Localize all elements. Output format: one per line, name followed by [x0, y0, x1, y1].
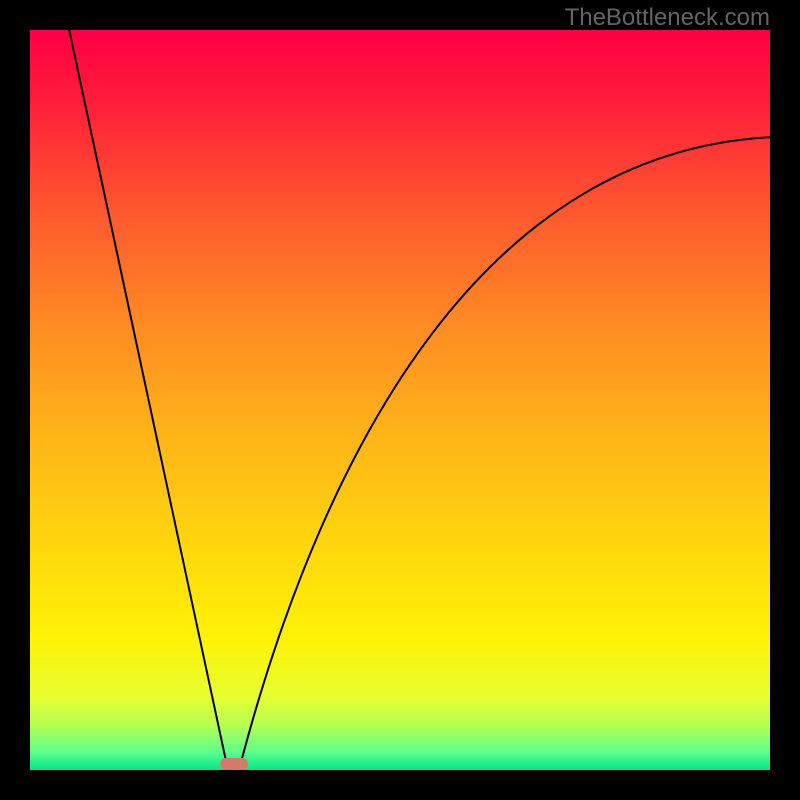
minimum-marker	[220, 758, 248, 770]
curve-overlay	[30, 30, 770, 770]
plot-area	[30, 30, 770, 770]
bottleneck-curve	[69, 30, 770, 769]
watermark-text: TheBottleneck.com	[565, 4, 770, 32]
chart-container: TheBottleneck.com	[0, 0, 800, 800]
